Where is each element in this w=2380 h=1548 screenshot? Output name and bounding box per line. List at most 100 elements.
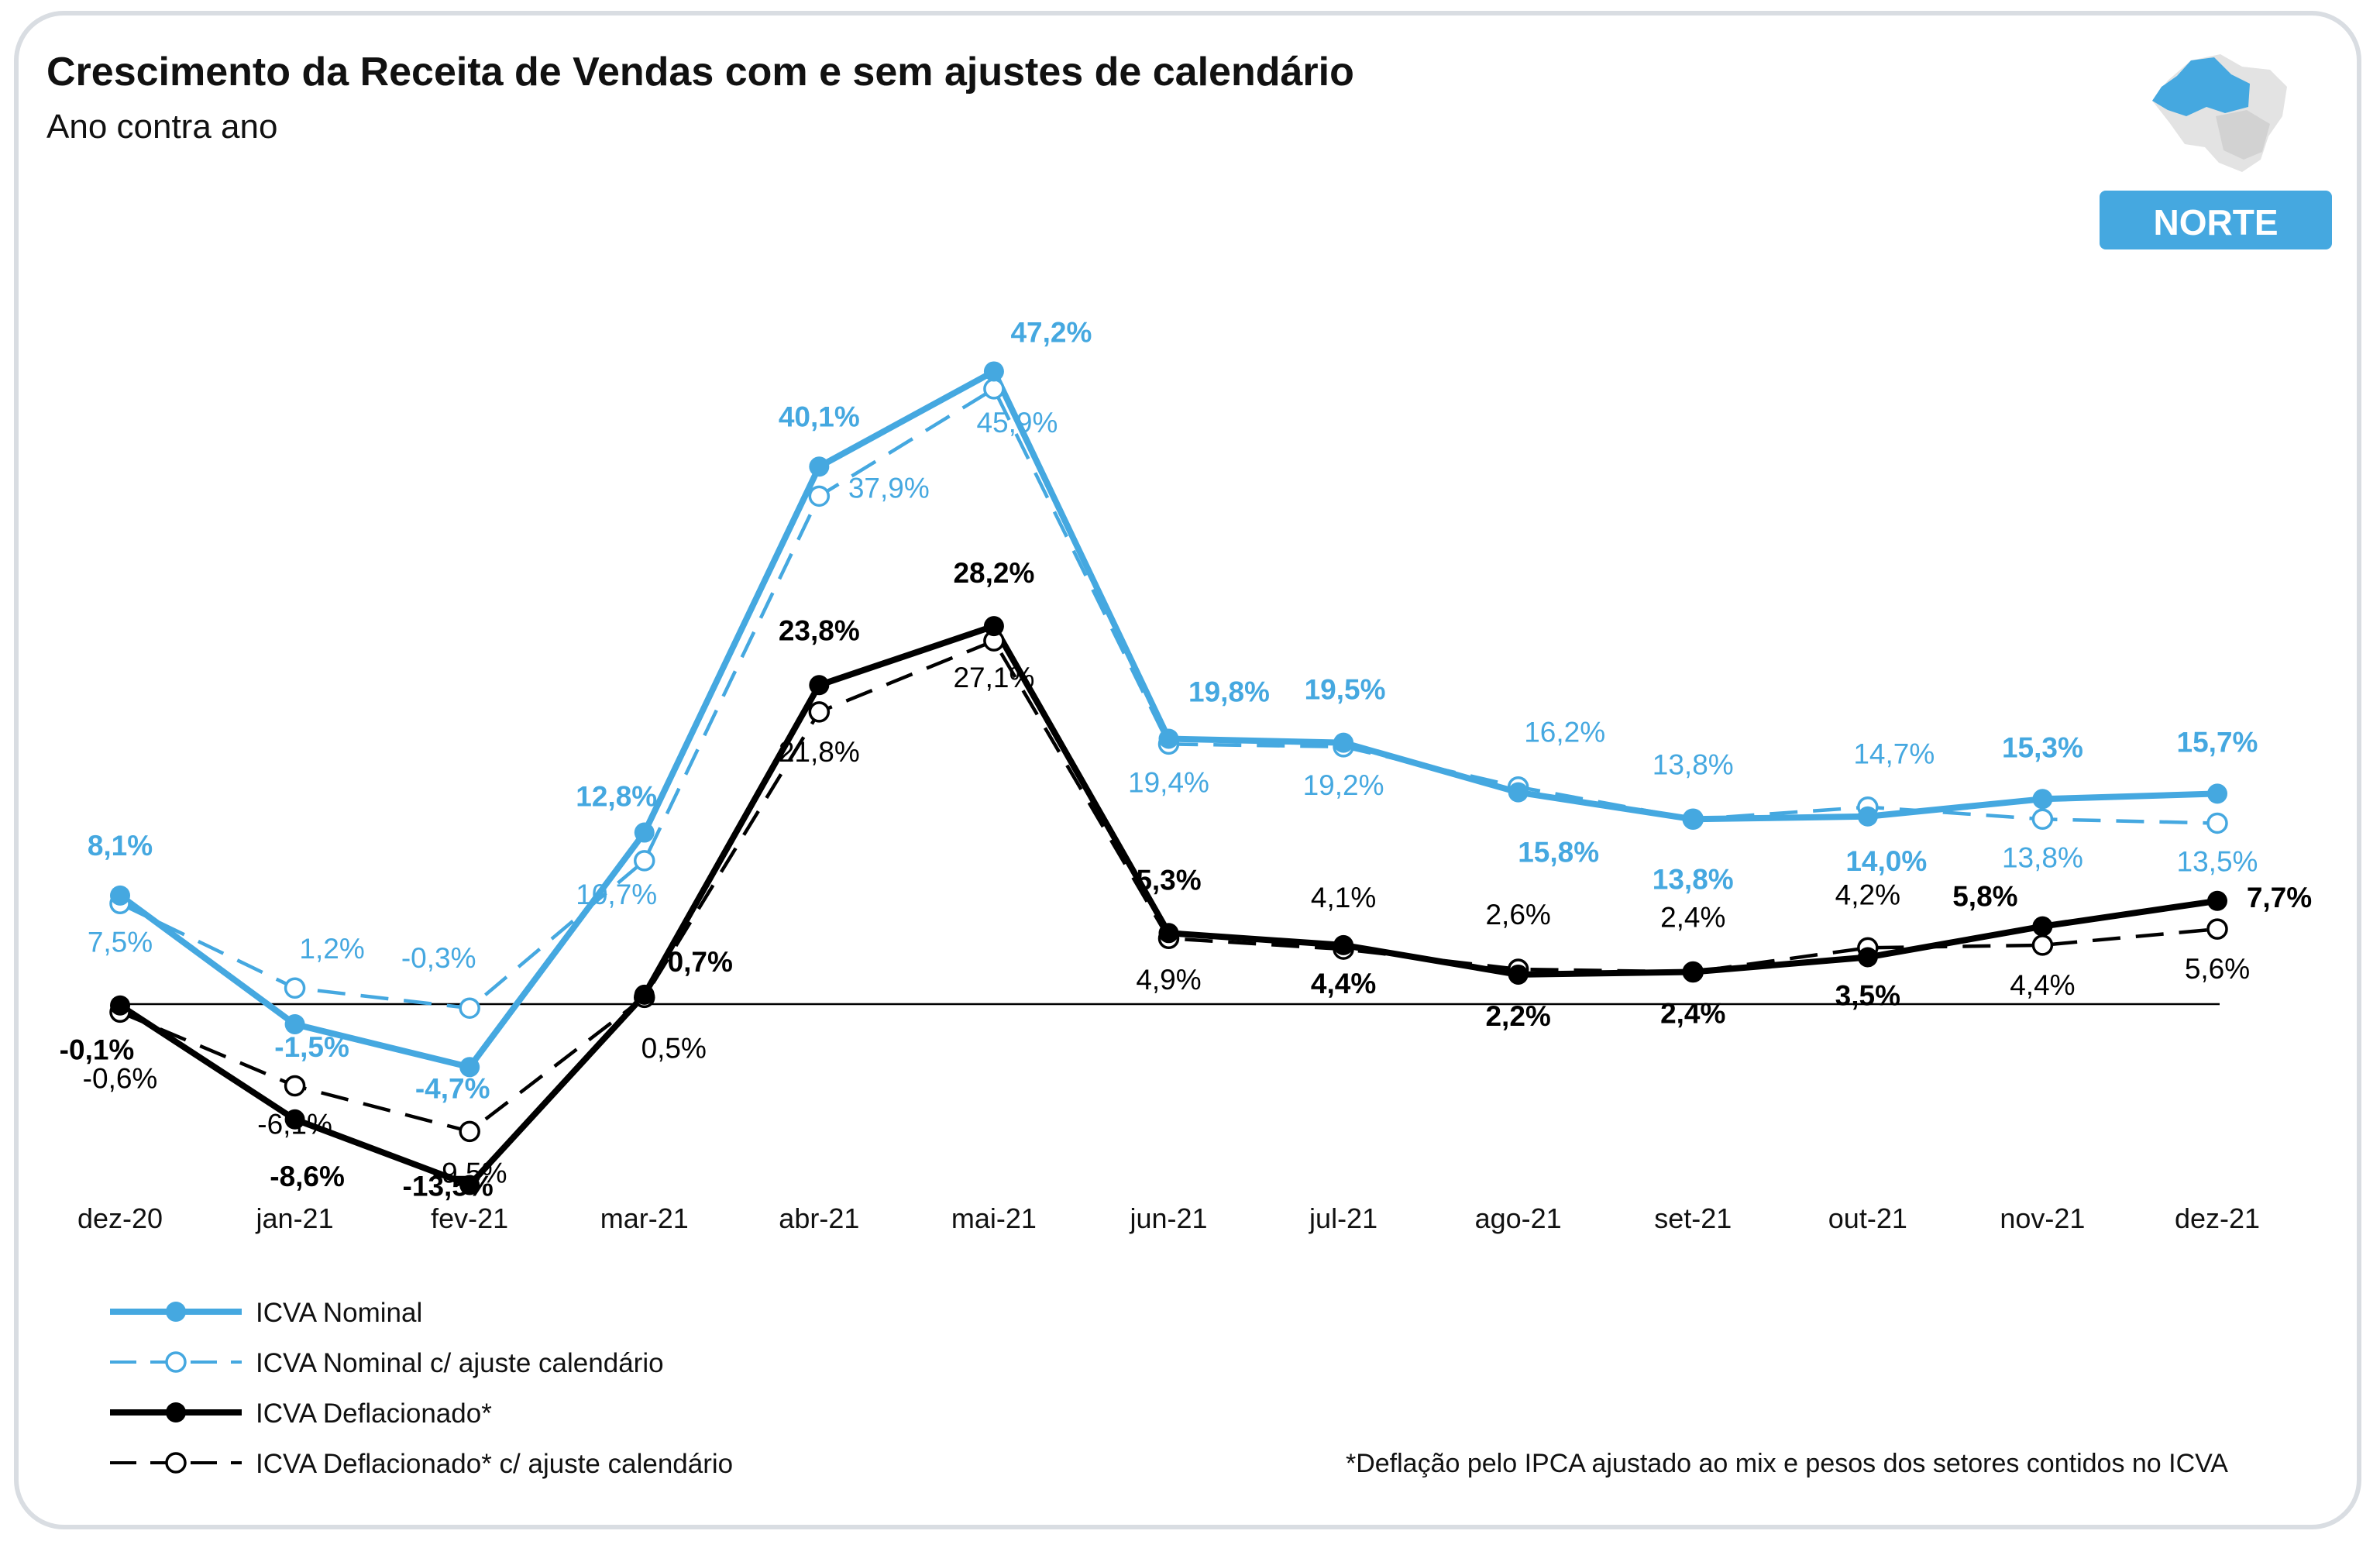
point-icva-deflacionado-dez-21 [2207,890,2227,911]
region-badge: NORTE [2100,191,2332,249]
legend-item-icva-nominal-ajuste: ICVA Nominal c/ ajuste calendário [110,1348,664,1378]
data-label-icva-nominal-ajuste-dez-21: 13,5% [2177,845,2258,877]
region-badge-label: NORTE [2154,202,2279,243]
point-icva-nominal-dez-20 [110,885,130,906]
data-label-icva-nominal-ajuste-ago-21: 16,2% [1524,717,1605,748]
point-icva-nominal-ajuste-dez-21 [2206,812,2228,834]
point-icva-nominal-ajuste-abr-21 [808,485,831,507]
point-icva-nominal-jan-21 [284,1013,305,1034]
data-label-icva-deflacionado-ajuste-dez-21: 5,6% [2185,953,2250,985]
point-icva-deflacionado-ago-21 [1508,964,1529,985]
x-tick-set-21: set-21 [1654,1202,1732,1234]
x-tick-ago-21: ago-21 [1475,1202,1562,1234]
legend-item-icva-nominal: ICVA Nominal [110,1298,422,1328]
x-axis-ticks: dez-20 jan-21 fev-21 mar-21 abr-21 mai-21 jun-… [77,1202,2260,1234]
data-label-icva-deflacionado-ajuste-mar-21: 0,5% [641,1032,707,1064]
point-icva-nominal-jun-21 [1158,728,1179,749]
data-label-icva-nominal-ajuste-set-21: 13,8% [1653,748,1734,780]
data-label-icva-deflacionado-ajuste-set-21: 2,4% [1660,901,1725,933]
point-icva-nominal-ajuste-jan-21 [284,977,306,999]
data-label-icva-deflacionado-ajuste-jan-21: -6,1% [257,1109,332,1140]
data-label-icva-nominal-jul-21: 19,5% [1305,674,1386,706]
footnote: *Deflação pelo IPCA ajustado ao mix e pe… [1346,1449,2228,1478]
data-label-icva-deflacionado-jul-21: 4,4% [1311,968,1376,999]
point-icva-deflacionado-ajuste-dez-21 [2206,918,2228,940]
data-label-icva-deflacionado-ajuste-ago-21: 2,6% [1485,899,1550,931]
point-icva-nominal-set-21 [1683,809,1704,830]
brazil-map-icon [2152,54,2287,172]
point-icva-nominal-ago-21 [1508,782,1529,803]
data-label-icva-nominal-mar-21: 12,8% [576,781,657,813]
data-label-icva-nominal-out-21: 14,0% [1845,845,1927,877]
data-label-icva-deflacionado-abr-21: 23,8% [779,614,860,646]
point-icva-nominal-abr-21 [809,456,830,477]
point-icva-deflacionado-ajuste-fev-21 [459,1120,480,1143]
data-label-icva-nominal-ajuste-jan-21: 1,2% [299,933,364,965]
point-icva-deflacionado-jan-21 [284,1109,305,1130]
point-icva-deflacionado-out-21 [1857,947,1878,968]
x-tick-dez-20: dez-20 [77,1202,163,1234]
data-label-icva-nominal-ajuste-mai-21: 45,9% [976,407,1058,439]
x-tick-fev-21: fev-21 [431,1202,508,1234]
data-label-icva-nominal-ajuste-out-21: 14,7% [1853,738,1935,770]
legend-label-icva-nominal-ajuste: ICVA Nominal c/ ajuste calendário [256,1348,664,1378]
data-label-icva-nominal-ajuste-fev-21: -0,3% [401,942,476,974]
point-icva-deflacionado-jul-21 [1333,934,1354,955]
data-label-icva-deflacionado-mar-21: 0,7% [668,946,733,978]
point-icva-deflacionado-ajuste-nov-21 [2031,934,2054,956]
point-icva-nominal-nov-21 [2032,789,2053,810]
data-label-icva-nominal-jun-21: 19,8% [1188,676,1270,707]
data-label-icva-deflacionado-dez-21: 7,7% [2247,882,2312,913]
data-label-icva-nominal-ajuste-dez-20: 7,5% [88,926,153,958]
point-icva-nominal-dez-21 [2207,783,2227,804]
data-label-icva-deflacionado-fev-21: -13,5% [403,1171,494,1202]
series-line-icva-nominal-ajuste [119,387,2218,1010]
x-tick-out-21: out-21 [1828,1202,1907,1234]
legend-label-icva-nominal: ICVA Nominal [256,1298,422,1328]
data-label-icva-nominal-ajuste-jul-21: 19,2% [1303,769,1384,801]
data-label-icva-nominal-set-21: 13,8% [1653,863,1734,895]
point-icva-deflacionado-mai-21 [983,616,1004,637]
data-label-icva-deflacionado-set-21: 2,4% [1660,997,1725,1029]
data-label-icva-deflacionado-ajuste-jul-21: 4,1% [1311,882,1376,913]
data-label-icva-deflacionado-jun-21: 5,3% [1136,864,1201,896]
data-label-icva-nominal-ajuste-abr-21: 37,9% [848,472,930,504]
point-icva-nominal-mai-21 [983,361,1004,382]
legend: ICVA Nominal ICVA Nominal c/ ajuste cale… [110,1298,733,1479]
data-label-icva-deflacionado-ajuste-dez-20: -0,6% [83,1062,158,1094]
x-tick-mai-21: mai-21 [951,1202,1037,1234]
data-label-icva-deflacionado-jan-21: -8,6% [270,1161,345,1192]
x-tick-jul-21: jul-21 [1309,1202,1377,1234]
data-label-icva-nominal-abr-21: 40,1% [779,401,860,432]
point-icva-deflacionado-set-21 [1683,961,1704,982]
point-icva-nominal-jul-21 [1333,732,1354,753]
data-label-icva-deflacionado-ajuste-jun-21: 4,9% [1136,964,1201,996]
x-tick-jun-21: jun-21 [1129,1202,1207,1234]
data-label-icva-nominal-ajuste-mar-21: 10,7% [576,879,657,910]
data-label-icva-nominal-fev-21: -4,7% [415,1072,490,1104]
data-label-icva-deflacionado-ajuste-nov-21: 4,4% [2010,969,2075,1001]
data-label-icva-nominal-dez-21: 15,7% [2177,726,2258,758]
point-icva-nominal-ajuste-mai-21 [983,378,1005,400]
data-label-icva-deflacionado-ajuste-mai-21: 27,1% [953,662,1034,693]
chart-title: Crescimento da Receita de Vendas com e s… [46,50,1354,95]
legend-label-icva-deflacionado: ICVA Deflacionado* [256,1398,492,1429]
point-icva-deflacionado-nov-21 [2032,916,2053,937]
data-label-icva-deflacionado-mai-21: 28,2% [953,557,1034,589]
point-icva-deflacionado-fev-21 [459,1175,480,1195]
data-label-icva-nominal-dez-20: 8,1% [88,830,153,862]
x-tick-abr-21: abr-21 [779,1202,859,1234]
data-label-icva-deflacionado-out-21: 3,5% [1835,979,1900,1011]
data-label-icva-deflacionado-ajuste-out-21: 4,2% [1835,879,1900,910]
series-layer [109,361,2228,1195]
data-label-icva-deflacionado-dez-20: -0,1% [60,1034,135,1066]
point-icva-nominal-ajuste-mar-21 [634,850,655,872]
point-icva-deflacionado-ajuste-jan-21 [284,1075,306,1097]
point-icva-deflacionado-dez-20 [110,995,130,1016]
point-icva-nominal-mar-21 [634,822,655,843]
point-icva-deflacionado-abr-21 [809,675,830,696]
legend-label-icva-deflacionado-ajuste: ICVA Deflacionado* c/ ajuste calendário [256,1449,733,1479]
data-label-icva-nominal-jan-21: -1,5% [274,1031,349,1063]
data-label-layer: 8,1% -1,5% -4,7% 12,8% 40,1% 47,2% 19,8% 19,5% 1… [60,316,2313,1202]
